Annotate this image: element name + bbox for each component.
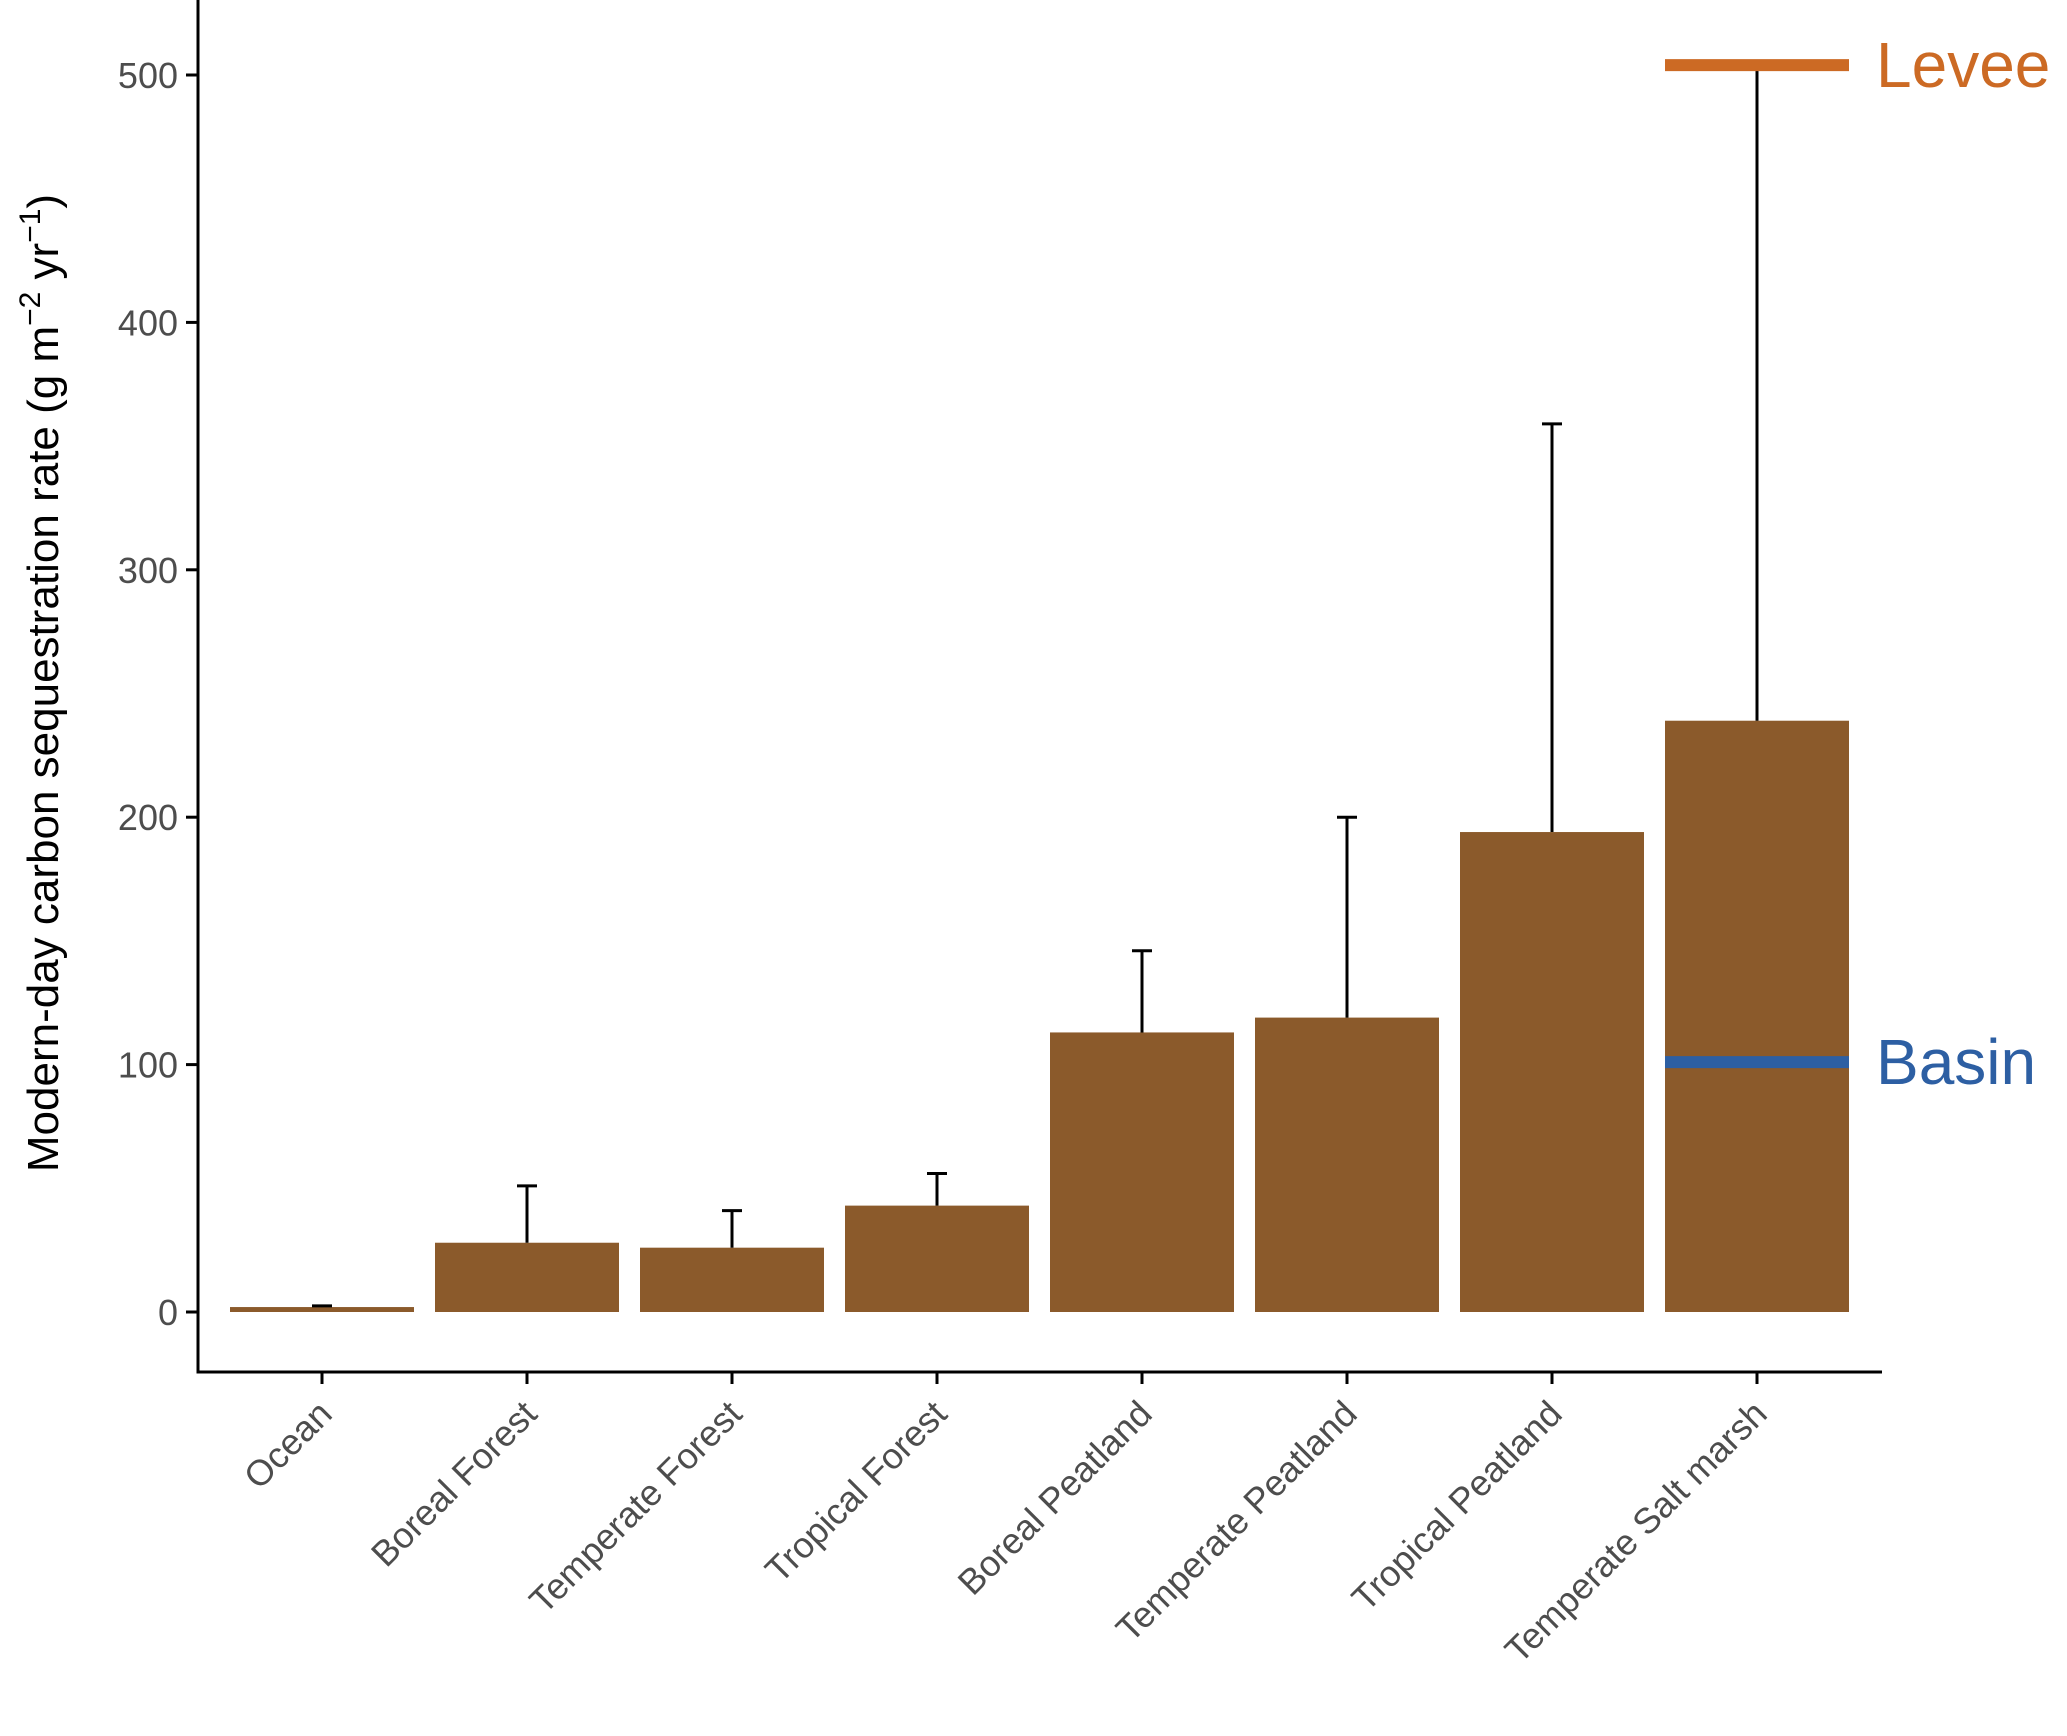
x-tick-label-6: Tropical Peatland	[1344, 1393, 1570, 1619]
reference-lines-layer: Levee Basin	[1665, 29, 2050, 1098]
x-tick-label-4: Boreal Peatland	[950, 1393, 1160, 1603]
y-axis-title-suffix: )	[19, 194, 68, 209]
bar-7	[1665, 720, 1849, 1312]
x-tick-label-3: Tropical Forest	[757, 1393, 955, 1591]
x-tick-label-2: Temperate Forest	[521, 1393, 749, 1621]
y-tick-label-300: 300	[118, 550, 178, 591]
bar-2	[640, 1247, 824, 1312]
y-axis-title-sup2: −1	[14, 209, 47, 243]
error-bar-0	[312, 1304, 332, 1308]
y-axis-title-mid: yr	[19, 243, 68, 292]
error-bar-1	[517, 1184, 537, 1243]
y-tick-label-0: 0	[158, 1292, 178, 1333]
error-bar-7	[1747, 63, 1767, 721]
y-axis-title: Modern-day carbon sequestration rate (g …	[14, 194, 68, 1172]
reference-line-basin: Basin	[1665, 1026, 2036, 1098]
error-bars-layer	[312, 63, 1767, 1308]
bar-4	[1050, 1032, 1234, 1312]
y-axis-title-prefix: Modern-day carbon sequestration rate (g …	[19, 326, 68, 1172]
reference-line-label-basin: Basin	[1876, 1026, 2036, 1098]
y-tick-label-100: 100	[118, 1045, 178, 1086]
y-tick-label-500: 500	[118, 55, 178, 96]
y-tick-label-200: 200	[118, 797, 178, 838]
error-bar-4	[1132, 949, 1152, 1033]
bar-3	[845, 1205, 1029, 1312]
y-axis-title-sup1: −2	[14, 292, 47, 326]
y-tick-label-400: 400	[118, 302, 178, 343]
bar-6	[1460, 832, 1644, 1312]
error-bar-2	[722, 1209, 742, 1248]
reference-line-levee: Levee	[1665, 29, 2050, 101]
error-bar-6	[1542, 422, 1562, 833]
error-bar-3	[927, 1171, 947, 1206]
axes-layer	[186, 0, 1882, 1384]
x-tick-label-0: Ocean	[236, 1393, 340, 1497]
bar-5	[1255, 1017, 1439, 1312]
bar-1	[435, 1242, 619, 1312]
reference-line-label-levee: Levee	[1876, 29, 2050, 101]
x-tick-label-1: Boreal Forest	[363, 1393, 545, 1575]
bar-0	[230, 1307, 414, 1312]
bars-layer	[230, 720, 1849, 1312]
error-bar-5	[1337, 815, 1357, 1018]
